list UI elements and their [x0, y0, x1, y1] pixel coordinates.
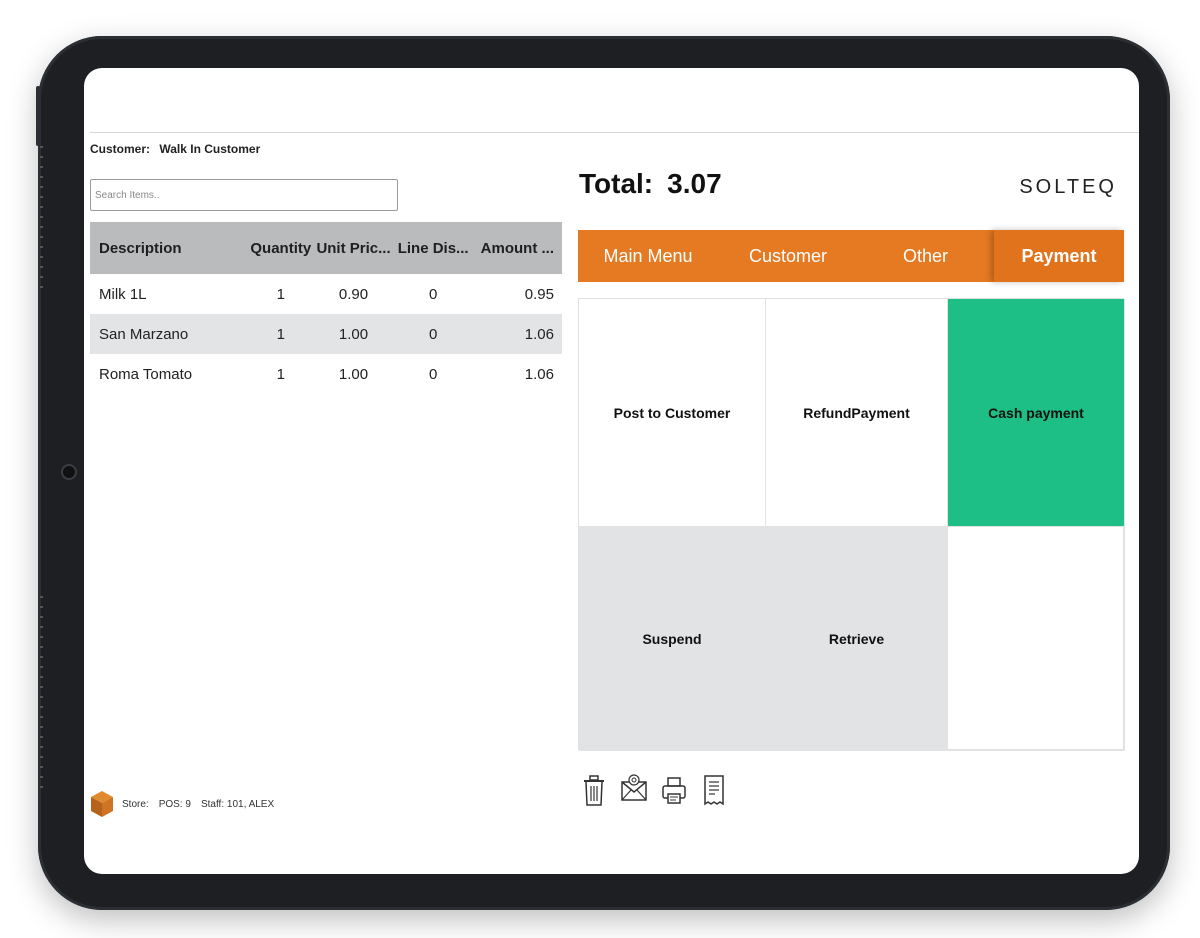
cell-description: San Marzano	[99, 325, 189, 343]
speaker-grill	[40, 596, 43, 796]
bottom-toolbar	[580, 772, 740, 808]
customer-info: Customer: Walk In Customer	[90, 142, 260, 156]
speaker-grill	[40, 146, 43, 296]
empty-tile	[948, 527, 1125, 751]
column-header-quantity[interactable]: Quantity	[250, 239, 312, 257]
pos-number: POS: 9	[158, 798, 191, 810]
cell-amount: 1.06	[524, 325, 554, 343]
store-footer: Store: POS: 9 Staff: 101, ALEX	[90, 790, 284, 818]
tab-payment[interactable]: Payment	[994, 230, 1124, 282]
cell-amount: 0.95	[524, 285, 554, 303]
receipt-icon[interactable]	[700, 772, 728, 808]
store-logo-icon	[91, 791, 113, 817]
total-display: Total: 3.07	[579, 168, 722, 200]
cash-payment-button[interactable]: Cash payment	[948, 299, 1125, 527]
pos-screen: Customer: Walk In Customer Description Q…	[84, 68, 1139, 874]
cell-quantity: 1	[276, 285, 285, 303]
tab-other[interactable]: Other	[902, 245, 949, 266]
total-label: Total:	[579, 168, 654, 199]
items-table: Description Quantity Unit Pric... Line D…	[90, 222, 562, 394]
cell-line-discount: 0	[428, 325, 438, 343]
table-row[interactable]: Roma Tomato 1 1.00 0 1.06	[90, 354, 562, 394]
action-grid: Post to Customer RefundPayment Cash paym…	[578, 298, 1125, 751]
table-header: Description Quantity Unit Pric... Line D…	[90, 222, 562, 274]
trash-icon[interactable]	[580, 772, 608, 808]
cell-line-discount: 0	[428, 285, 438, 303]
cell-amount: 1.06	[524, 365, 554, 383]
table-row[interactable]: Milk 1L 1 0.90 0 0.95	[90, 274, 562, 314]
cell-unit-price: 1.00	[338, 325, 369, 343]
customer-label: Customer:	[90, 142, 151, 156]
cell-quantity: 1	[276, 325, 285, 343]
column-header-line-discount[interactable]: Line Dis...	[397, 239, 469, 257]
column-header-description[interactable]: Description	[99, 239, 182, 257]
cell-quantity: 1	[276, 365, 285, 383]
camera-icon	[61, 464, 77, 480]
post-to-customer-button[interactable]: Post to Customer	[579, 299, 766, 527]
total-amount: 3.07	[667, 168, 722, 199]
brand-logo: SOLTEQ	[1019, 176, 1117, 198]
refund-payment-button[interactable]: RefundPayment	[766, 299, 948, 527]
volume-button	[36, 86, 40, 146]
email-icon[interactable]	[620, 772, 648, 808]
suspend-button[interactable]: Suspend	[579, 527, 766, 751]
table-row[interactable]: San Marzano 1 1.00 0 1.06	[90, 314, 562, 354]
cell-unit-price: 0.90	[338, 285, 369, 303]
tab-customer[interactable]: Customer	[748, 245, 828, 266]
column-header-unit-price[interactable]: Unit Pric...	[316, 239, 391, 257]
printer-icon[interactable]	[660, 772, 688, 808]
customer-name[interactable]: Walk In Customer	[159, 142, 261, 156]
retrieve-button[interactable]: Retrieve	[766, 527, 948, 751]
divider	[90, 132, 1139, 133]
column-header-amount[interactable]: Amount ...	[480, 239, 554, 257]
tab-main-menu[interactable]: Main Menu	[603, 245, 693, 266]
search-input[interactable]	[90, 179, 398, 211]
cell-unit-price: 1.00	[338, 365, 369, 383]
cell-line-discount: 0	[428, 365, 438, 383]
menu-tabs: Main Menu Customer Other Payment	[578, 230, 1124, 282]
store-label: Store:	[122, 798, 149, 810]
staff-info: Staff: 101, ALEX	[200, 798, 275, 810]
cell-description: Roma Tomato	[99, 365, 193, 383]
cell-description: Milk 1L	[99, 285, 147, 303]
